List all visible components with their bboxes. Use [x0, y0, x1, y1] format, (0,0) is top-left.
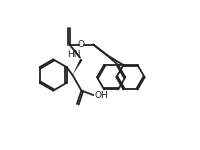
Polygon shape	[73, 59, 83, 75]
Text: OH: OH	[94, 91, 108, 100]
Text: O: O	[78, 40, 85, 49]
Text: HN: HN	[67, 50, 81, 59]
